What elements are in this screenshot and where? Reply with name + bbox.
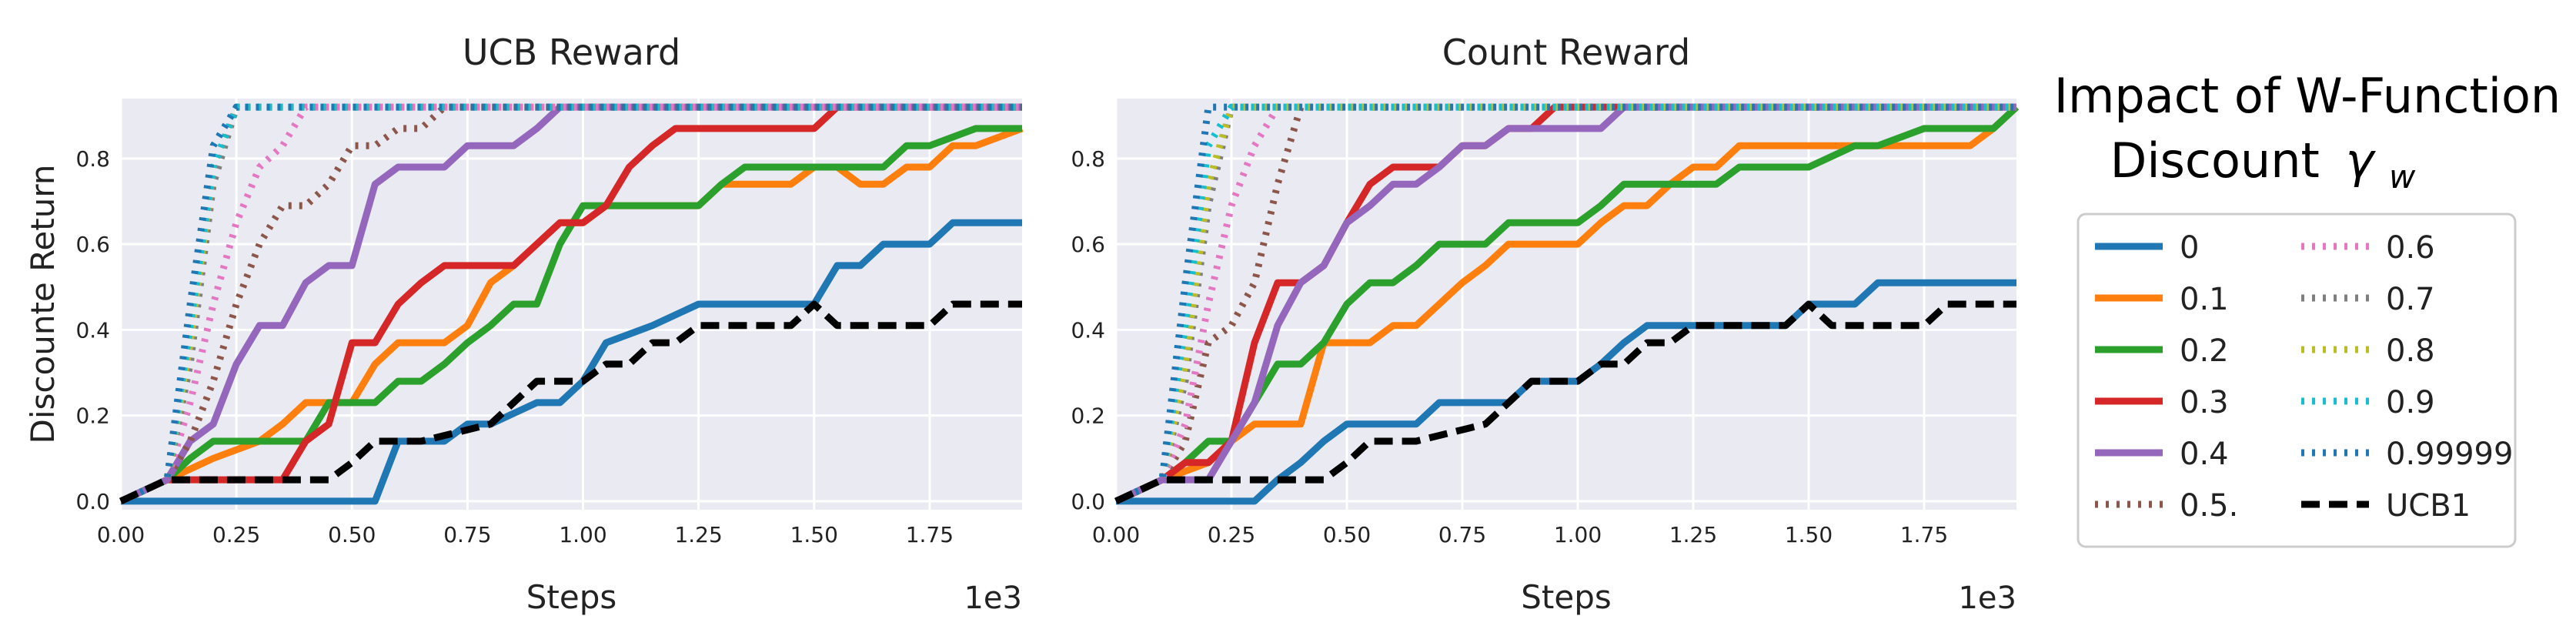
x-tick-label: 1.00 [1554, 522, 1602, 547]
x-tick-label: 0.25 [212, 522, 260, 547]
legend-label-0-3: 0.3 [2180, 385, 2229, 420]
legend-label-0-9: 0.9 [2386, 385, 2435, 420]
legend-label-0-2: 0.2 [2180, 333, 2229, 369]
x-scale-label: 1e3 [1958, 581, 2016, 616]
legend-label-0-7: 0.7 [2386, 282, 2435, 317]
legend-label-ucb1: UCB1 [2386, 488, 2471, 524]
legend-label-0: 0 [2180, 230, 2199, 266]
y-axis-label: Discounte Return [24, 165, 62, 444]
y-tick-label: 0.2 [1071, 403, 1105, 429]
legend: Impact of W-Function Discount γ w 0 0.1 0.… [2054, 68, 2561, 548]
legend-title-text: Discount [2110, 132, 2320, 189]
x-tick-label: 0.50 [328, 522, 376, 547]
x-tick-label: 1.50 [790, 522, 838, 547]
chart-title: Count Reward [1442, 32, 1691, 73]
legend-entries: 0 0.1 0.2 0.3 0.4 0.5. 0.6 0.7 0.8 0.9 0.99999 UCB1 [2095, 230, 2513, 524]
y-tick-label: 0.0 [1071, 489, 1105, 514]
y-tick-label: 0.2 [75, 403, 110, 429]
legend-title-subscript: w [2389, 158, 2416, 196]
y-tick-label: 0.6 [75, 232, 110, 257]
x-tick-label: 0.00 [97, 522, 145, 547]
y-tick-label: 0.4 [1071, 317, 1105, 343]
y-tick-label: 0.8 [1071, 146, 1105, 172]
series-line-ucb1 [1114, 300, 2016, 504]
series-line-0-4 [119, 103, 1022, 504]
legend-label-0-6: 0.6 [2386, 230, 2435, 266]
x-tick-label: 0.50 [1323, 522, 1371, 547]
legend-title-gamma: γ [2346, 132, 2377, 189]
legend-label-0-5: 0.5. [2180, 488, 2238, 524]
y-tick-label: 0.0 [75, 489, 110, 514]
x-tick-label: 0.00 [1092, 522, 1140, 547]
series-line-0-1 [1114, 104, 2020, 504]
legend-title-line1: Impact of W-Function [2054, 68, 2561, 124]
y-tick-label: 0.6 [1071, 232, 1105, 257]
x-tick-label: 1.50 [1785, 522, 1833, 547]
chart-title: UCB Reward [463, 32, 680, 73]
legend-label-0-4: 0.4 [2180, 437, 2229, 472]
series-line-0-9 [119, 103, 1022, 504]
legend-box [2077, 213, 2517, 548]
x-tick-label: 1.25 [674, 522, 722, 547]
series-line-0-8 [1114, 103, 2016, 504]
x-tick-label: 0.75 [443, 522, 491, 547]
series-line-0-2 [1114, 104, 2020, 504]
x-tick-label: 1.00 [559, 522, 606, 547]
subplot-ucb-reward: 0.00 0.25 0.50 0.75 1.00 1.25 1.50 1.75 0.0 0.2 0.… [24, 32, 1024, 616]
x-tick-label: 1.75 [906, 522, 954, 547]
series-line-0-4 [1114, 103, 2016, 504]
x-scale-label: 1e3 [964, 581, 1022, 616]
series-line-ucb1 [119, 300, 1022, 504]
x-tick-label: 0.75 [1438, 522, 1486, 547]
x-axis-label: Steps [526, 578, 617, 616]
subplot-count-reward: 0.00 0.25 0.50 0.75 1.00 1.25 1.50 1.75 0.0 0.2 0.… [1071, 32, 2020, 616]
y-tick-label: 0.4 [75, 317, 110, 343]
plot-area [1116, 99, 2016, 510]
x-axis-label: Steps [1521, 578, 1612, 616]
x-tick-label: 0.25 [1208, 522, 1255, 547]
x-tick-label: 1.25 [1669, 522, 1717, 547]
x-tick-label: 1.75 [1900, 522, 1948, 547]
series-line-0-2 [119, 125, 1022, 504]
legend-label-0-1: 0.1 [2180, 282, 2229, 317]
legend-label-0-8: 0.8 [2386, 333, 2435, 369]
y-tick-label: 0.8 [75, 146, 110, 172]
legend-title-line2: Discount γ w [2110, 132, 2416, 196]
legend-label-0-99999: 0.99999 [2386, 437, 2513, 472]
